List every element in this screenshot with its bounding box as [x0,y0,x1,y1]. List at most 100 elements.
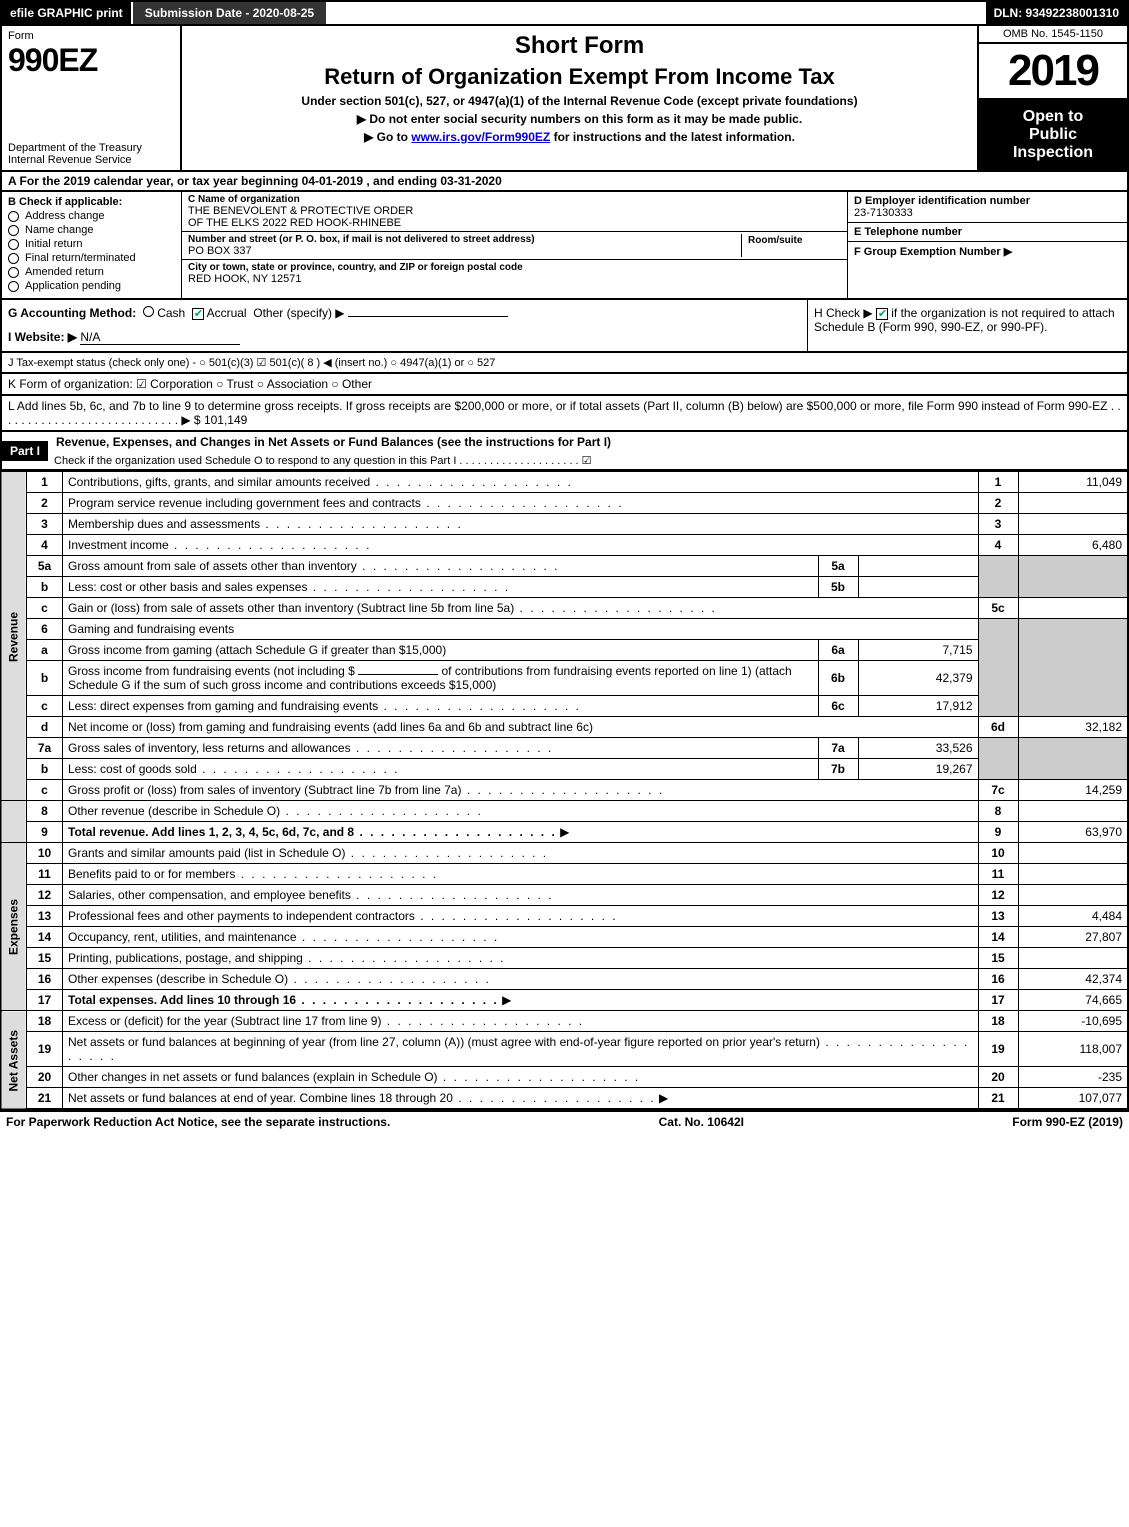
header-center: Short Form Return of Organization Exempt… [182,26,977,170]
irs-link[interactable]: www.irs.gov/Form990EZ [411,130,550,144]
other-specify-input[interactable] [348,316,508,317]
top-bar: efile GRAPHIC print Submission Date - 20… [0,0,1129,26]
line-14: 14 Occupancy, rent, utilities, and maint… [1,927,1128,948]
l9-desc: Total revenue. Add lines 1, 2, 3, 4, 5c,… [68,825,557,839]
phone-row: E Telephone number [848,223,1127,242]
g-label: G Accounting Method: [8,306,136,320]
l16-rn: 16 [978,969,1018,990]
l7c-no: c [27,780,63,801]
l11-rn: 11 [978,864,1018,885]
chk-cash[interactable] [143,306,154,317]
l16-desc: Other expenses (describe in Schedule O) [68,972,491,986]
open-line3: Inspection [983,144,1123,162]
l7a-sn: 7a [818,738,858,759]
l6-desc: Gaming and fundraising events [63,619,979,640]
no-ssn-note: ▶ Do not enter social security numbers o… [357,112,802,126]
l3-rn: 3 [978,514,1018,535]
group-exemption-label: F Group Exemption Number ▶ [854,246,1012,258]
l4-no: 4 [27,535,63,556]
l6a-sv: 7,715 [858,640,978,661]
l6c-sv: 17,912 [858,696,978,717]
row-k: K Form of organization: ☑ Corporation ○ … [0,374,1129,396]
chk-address-change-label: Address change [25,210,105,222]
revenue-side-cont [1,801,27,843]
l2-rv [1018,493,1128,514]
l21-rv: 107,077 [1018,1088,1128,1110]
line-6a: a Gross income from gaming (attach Sched… [1,640,1128,661]
efile-print-button[interactable]: efile GRAPHIC print [2,2,131,24]
l10-desc: Grants and similar amounts paid (list in… [68,846,548,860]
address-row: Number and street (or P. O. box, if mail… [182,232,847,260]
l3-no: 3 [27,514,63,535]
l6a-desc: Gross income from gaming (attach Schedul… [63,640,819,661]
dln: DLN: 93492238001310 [986,2,1127,24]
chk-amended-return[interactable]: Amended return [8,266,175,278]
l21-rn: 21 [978,1088,1018,1110]
chk-application-pending[interactable]: Application pending [8,280,175,292]
l10-rv [1018,843,1128,864]
l11-no: 11 [27,864,63,885]
l12-desc: Salaries, other compensation, and employ… [68,888,554,902]
chk-final-return[interactable]: Final return/terminated [8,252,175,264]
ein-label: D Employer identification number [854,195,1121,207]
l14-desc: Occupancy, rent, utilities, and maintena… [68,930,499,944]
l19-no: 19 [27,1032,63,1067]
chk-address-change[interactable]: Address change [8,210,175,222]
l15-desc: Printing, publications, postage, and shi… [68,951,506,965]
l7a-no: 7a [27,738,63,759]
l5a-sn: 5a [818,556,858,577]
footer-center: Cat. No. 10642I [659,1115,744,1129]
block-b-c-d-e-f: B Check if applicable: Address change Na… [0,192,1129,300]
l7b-sv: 19,267 [858,759,978,780]
line-7b: b Less: cost of goods sold 7b 19,267 [1,759,1128,780]
line-11: 11 Benefits paid to or for members 11 [1,864,1128,885]
col-b-label: B Check if applicable: [8,196,175,208]
l20-desc: Other changes in net assets or fund bala… [68,1070,640,1084]
l6b-sv: 42,379 [858,661,978,696]
org-name-1: THE BENEVOLENT & PROTECTIVE ORDER [188,205,841,217]
line-17: 17 Total expenses. Add lines 10 through … [1,990,1128,1011]
l7a-desc: Gross sales of inventory, less returns a… [68,741,553,755]
l4-rv: 6,480 [1018,535,1128,556]
l5c-desc: Gain or (loss) from sale of assets other… [68,601,717,615]
l6b-amount-input[interactable] [358,674,438,675]
form-word: Form [8,30,174,42]
chk-schedule-b-not-required[interactable] [876,308,888,320]
l12-rn: 12 [978,885,1018,906]
phone-label: E Telephone number [854,226,1121,238]
header-right: OMB No. 1545-1150 2019 Open to Public In… [977,26,1127,170]
l20-rn: 20 [978,1067,1018,1088]
chk-initial-return[interactable]: Initial return [8,238,175,250]
lines-table: Revenue 1 Contributions, gifts, grants, … [0,471,1129,1110]
ein-value: 23-7130333 [854,207,1121,219]
chk-accrual[interactable] [192,308,204,320]
goto-post: for instructions and the latest informat… [550,130,795,144]
l18-rn: 18 [978,1011,1018,1032]
l8-rv [1018,801,1128,822]
chk-initial-return-label: Initial return [25,238,82,250]
chk-name-change[interactable]: Name change [8,224,175,236]
line-18: Net Assets 18 Excess or (deficit) for th… [1,1011,1128,1032]
lbl-cash: Cash [157,306,185,320]
revenue-side-label: Revenue [1,472,27,801]
line-7c: c Gross profit or (loss) from sales of i… [1,780,1128,801]
netassets-side-label: Net Assets [1,1011,27,1110]
line-12: 12 Salaries, other compensation, and emp… [1,885,1128,906]
l5b-no: b [27,577,63,598]
submission-date: Submission Date - 2020-08-25 [131,2,326,24]
l17-desc: Total expenses. Add lines 10 through 16 [68,993,499,1007]
h-pre: H Check ▶ [814,306,876,320]
l13-no: 13 [27,906,63,927]
l1-desc: Contributions, gifts, grants, and simila… [68,475,573,489]
l5a-no: 5a [27,556,63,577]
l5b-desc: Less: cost or other basis and sales expe… [68,580,510,594]
l18-rv: -10,695 [1018,1011,1128,1032]
line-3: 3 Membership dues and assessments 3 [1,514,1128,535]
l5a-sv [858,556,978,577]
goto-pre: ▶ Go to [364,130,411,144]
lbl-accrual: Accrual [207,306,247,320]
l17-no: 17 [27,990,63,1011]
header-left: Form 990EZ Department of the Treasury In… [2,26,182,170]
l10-rn: 10 [978,843,1018,864]
l7a-sv: 33,526 [858,738,978,759]
